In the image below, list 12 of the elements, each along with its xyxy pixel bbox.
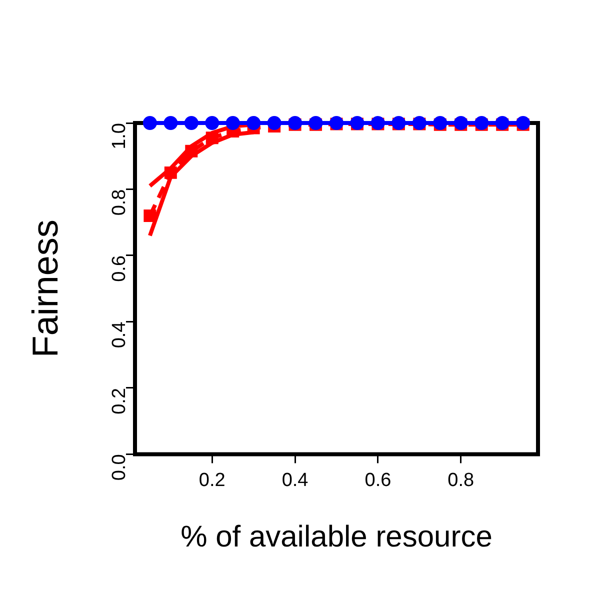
y-tick-label: 0.0 xyxy=(109,454,130,481)
x-tick-label: 0.2 xyxy=(198,470,226,491)
y-tick-label: 0.6 xyxy=(109,255,130,282)
x-tick-label: 0.6 xyxy=(364,470,392,491)
y-tick-label: 0.8 xyxy=(109,189,130,216)
y-tick-label: 0.2 xyxy=(109,388,130,414)
x-tick-label: 0.4 xyxy=(282,470,309,491)
y-tick-label: 1.0 xyxy=(109,123,130,150)
x-axis-title: % of available resource xyxy=(180,520,492,554)
x-tick-label: 0.8 xyxy=(448,470,474,491)
y-axis-title: Fairness xyxy=(24,220,66,358)
y-tick-label: 0.4 xyxy=(109,321,130,348)
